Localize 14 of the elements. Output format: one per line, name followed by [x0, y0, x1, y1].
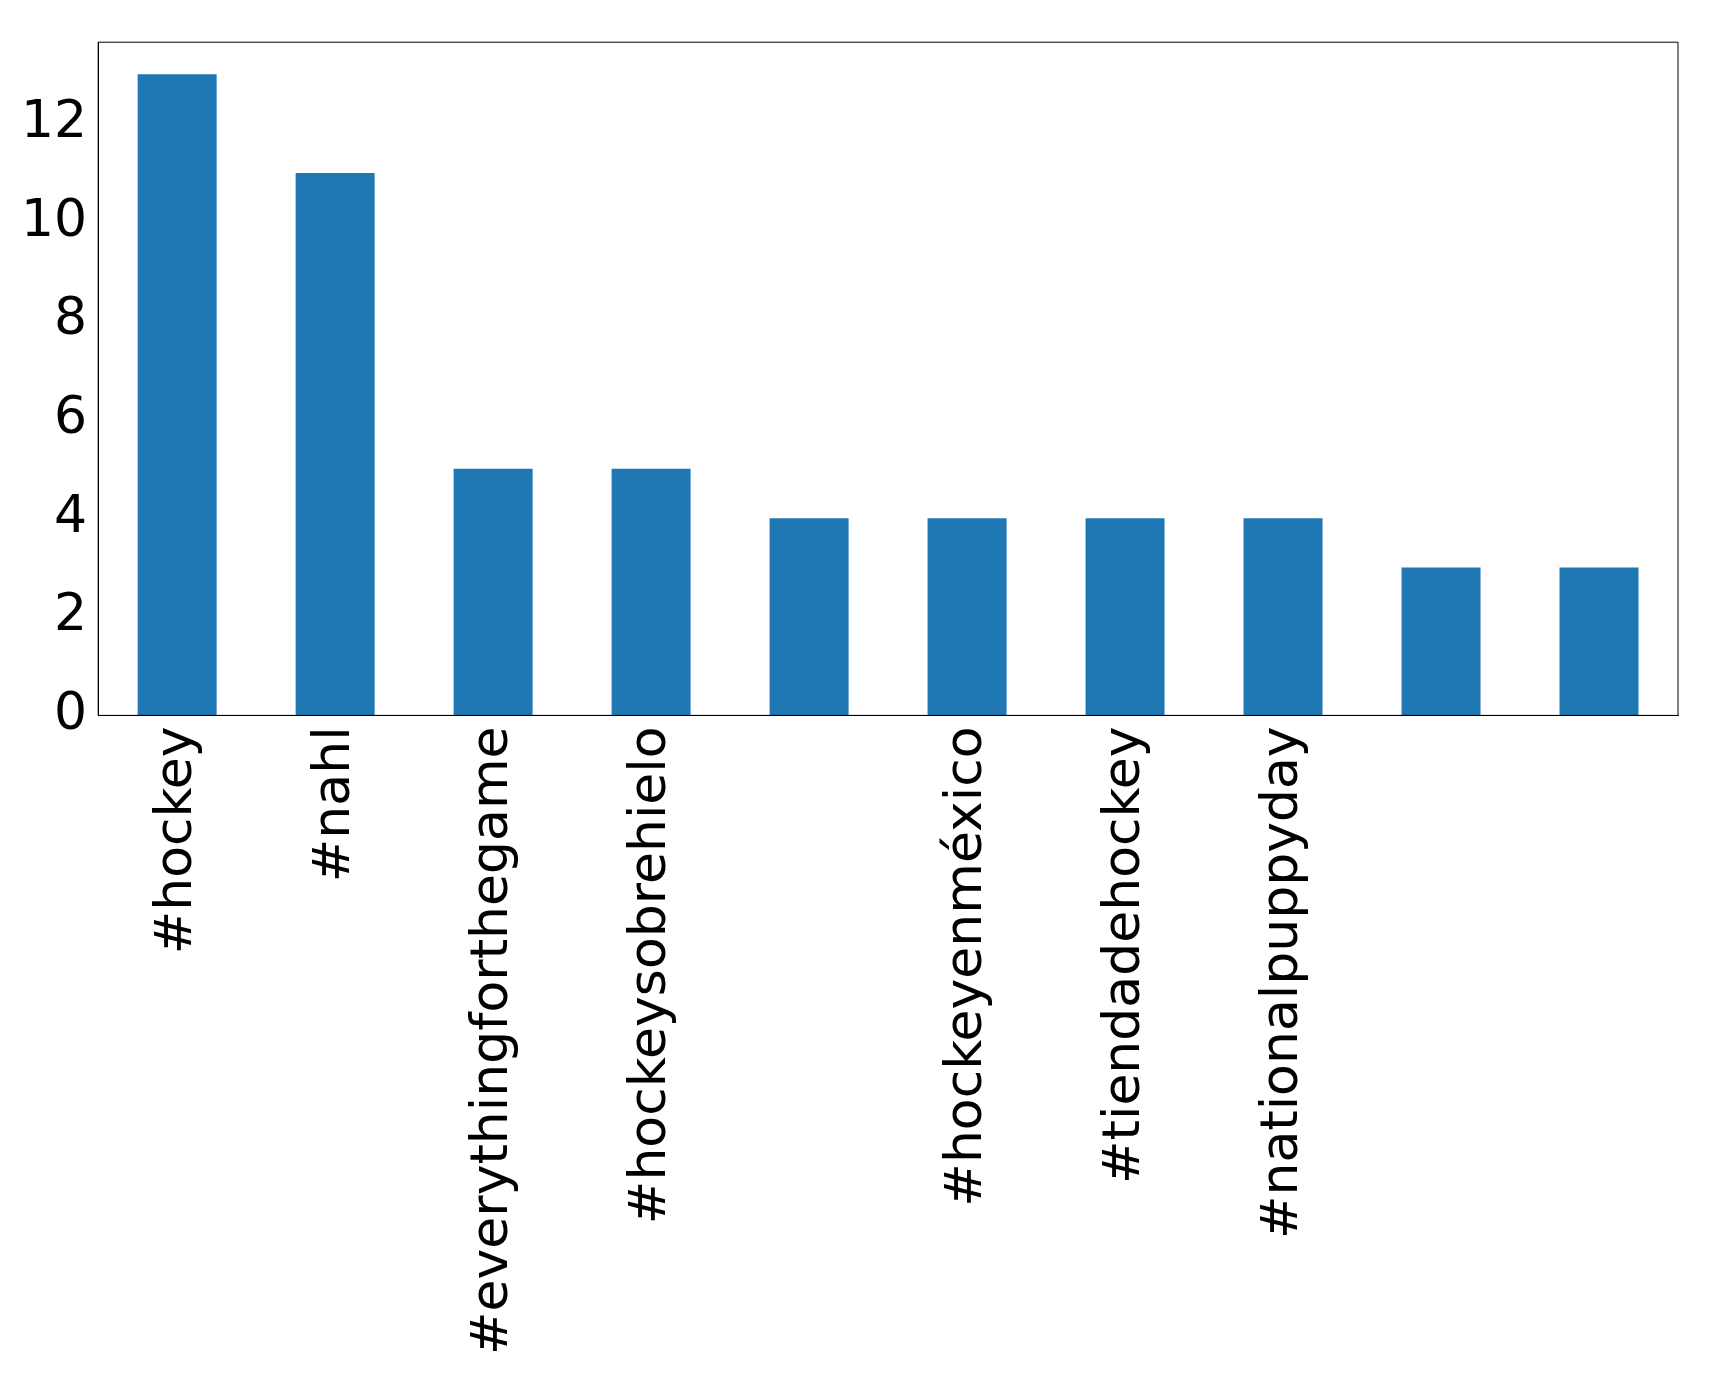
x-tick-label: #hockey: [142, 726, 203, 955]
x-tick-label: #tiendadehockey: [1090, 726, 1151, 1185]
y-tick-label: 0: [54, 680, 88, 741]
x-tick-label: #nahl: [300, 726, 361, 883]
x-tick-label: #hockeysobrehielo: [616, 726, 677, 1225]
y-tick-label: 2: [54, 582, 88, 643]
y-tick-label: 8: [54, 286, 88, 347]
x-tick-label: #everythingforthegame: [458, 726, 519, 1356]
x-tick-label: #hockeyenméxico: [932, 726, 993, 1207]
x-tick-label: #nationalpuppyday: [1248, 726, 1309, 1240]
y-tick-label: 6: [54, 385, 88, 446]
y-tick-label: 10: [21, 187, 88, 248]
y-tick-label: 4: [54, 483, 88, 544]
y-tick-label: 12: [21, 89, 88, 150]
